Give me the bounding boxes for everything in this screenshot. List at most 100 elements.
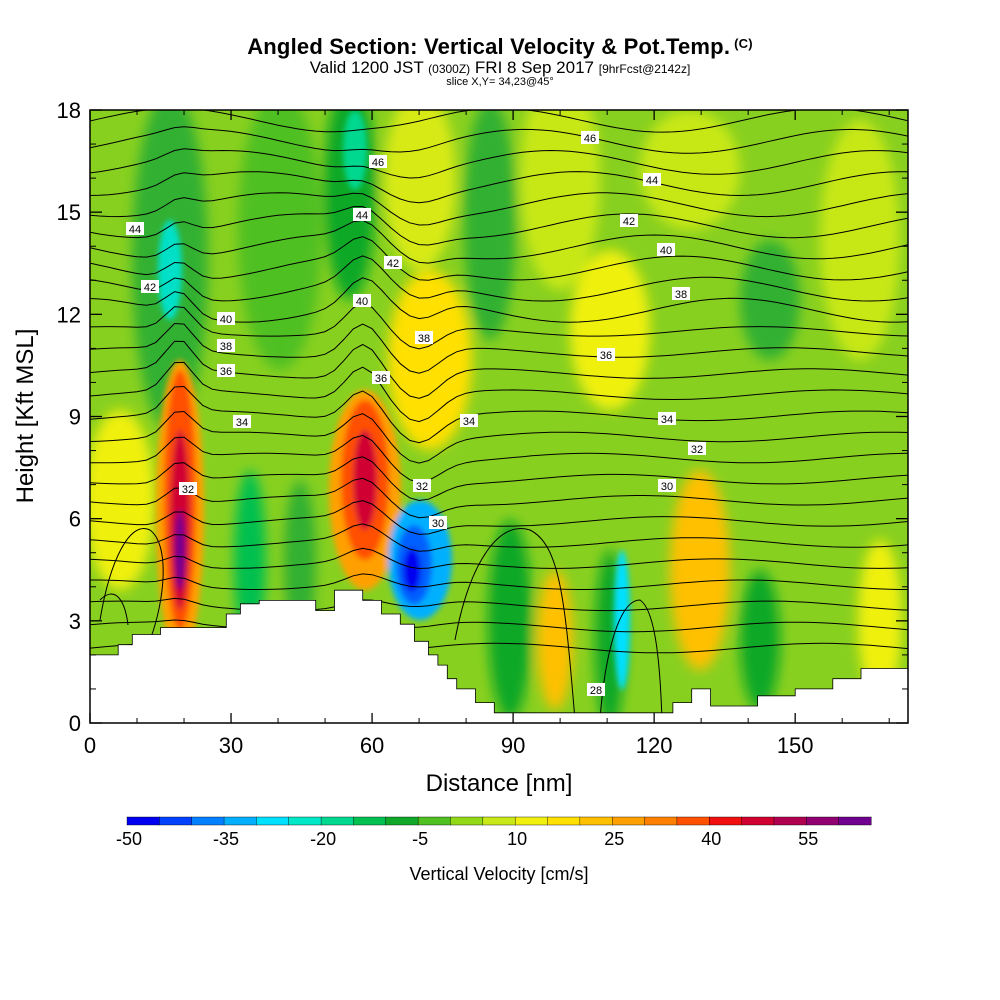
y-tick-label: 15 (57, 200, 81, 225)
contour-label-bg (353, 294, 371, 307)
contour-label-bg (597, 348, 615, 361)
contour-label-bg (658, 479, 676, 492)
theta-contour (90, 148, 908, 179)
contour-label: 34 (658, 412, 676, 426)
contour-label-text: 36 (220, 366, 232, 378)
forecast-run: [9hrFcst@2142z] (598, 62, 691, 76)
contour-label-text: 42 (623, 216, 635, 228)
colorbar-swatch (450, 816, 484, 826)
contour-label-text: 34 (236, 417, 248, 429)
x-tick-label: 60 (360, 733, 384, 758)
contour-label-bg (657, 243, 675, 256)
colorbar-swatch (838, 816, 872, 826)
contour-label: 38 (217, 339, 235, 353)
contour-label-text: 30 (661, 481, 673, 493)
contour-label-text: 34 (463, 416, 475, 428)
contour-label-bg (217, 312, 235, 325)
contour-label: 30 (429, 516, 447, 530)
colorbar: -50 -35 -20 -5 10 25 40 55 (116, 816, 872, 849)
slice-info: slice X,Y= 34,23@45° (446, 76, 554, 88)
colorbar-swatch (385, 816, 419, 826)
colorbar-swatch (256, 816, 290, 826)
theta-contour (90, 573, 908, 590)
contour-label: 40 (353, 294, 371, 308)
colorbar-swatch (709, 816, 743, 826)
colorbar-tick-label: 40 (701, 829, 721, 849)
contour-label-bg (217, 339, 235, 352)
contour-label-bg (429, 516, 447, 529)
chart-title-text: Angled Section: Vertical Velocity & Pot.… (247, 34, 731, 59)
theta-contour (90, 255, 908, 302)
theta-contour (90, 322, 908, 374)
colorbar-tick-label: 25 (604, 829, 624, 849)
contour-label: 32 (413, 479, 431, 493)
colorbar-tick-label: -35 (213, 829, 239, 849)
theta-contour (90, 456, 908, 502)
contour-label: 42 (141, 280, 159, 294)
contour-label-text: 44 (129, 224, 141, 236)
contour-label-bg (141, 280, 159, 293)
contour-label-text: 32 (182, 484, 194, 496)
contour-label: 42 (384, 256, 402, 270)
contour-label-bg (413, 479, 431, 492)
contour-label-text: 32 (416, 481, 428, 493)
contour-label: 36 (597, 348, 615, 362)
contour-label-bg (179, 482, 197, 495)
theta-contour (90, 205, 908, 246)
colorbar-swatch (514, 816, 549, 826)
y-tick-label: 12 (57, 302, 81, 327)
y-tick-label: 3 (69, 609, 81, 634)
contour-label: 46 (581, 131, 599, 145)
theta-contour (90, 361, 908, 423)
colorbar-swatch (579, 816, 613, 826)
y-axis-label: Height [Kft MSL] (12, 329, 39, 504)
contour-label-bg (672, 287, 690, 300)
colorbar-swatch (547, 816, 581, 826)
contour-label: 40 (217, 312, 235, 326)
contour-label-bg (581, 131, 599, 144)
theta-contour (90, 192, 908, 226)
colorbar-swatch (612, 816, 646, 826)
contour-label: 28 (587, 683, 605, 697)
plot-area: 46 44 42 40 38 36 34 32 30 28 46 44 42 40 38 36 34 34 32 30… (90, 110, 908, 723)
colorbar-swatch (353, 816, 387, 826)
chart-title: Angled Section: Vertical Velocity & Pot.… (0, 36, 1000, 58)
theta-contour (99, 593, 129, 626)
contour-label: 44 (126, 222, 144, 236)
contour-label-bg (658, 412, 676, 425)
contour-label: 34 (460, 414, 478, 428)
colorbar-swatch (806, 816, 840, 826)
theta-contour (454, 528, 576, 721)
colorbar-swatch (320, 816, 354, 826)
velocity-field-cores (156, 110, 630, 690)
contour-label-text: 28 (590, 685, 602, 697)
contour-label-text: 38 (418, 333, 430, 345)
colorbar-tick-label: -20 (310, 829, 336, 849)
contour-label: 44 (353, 208, 371, 222)
contour-label-text: 40 (660, 245, 672, 257)
contour-label: 40 (657, 243, 675, 257)
colorbar-label: Vertical Velocity [cm/s] (409, 864, 588, 884)
contour-label-bg (587, 683, 605, 696)
contour-label: 30 (658, 479, 676, 493)
contour-label-text: 44 (356, 210, 368, 222)
theta-contour (90, 547, 908, 570)
contour-label-text: 46 (584, 133, 596, 145)
contour-label-bg (217, 364, 235, 377)
contour-label-bg (688, 442, 706, 455)
colorbar-swatch (417, 816, 451, 826)
contour-label-text: 34 (661, 414, 673, 426)
x-tick-label: 120 (636, 733, 673, 758)
x-tick-label: 90 (501, 733, 525, 758)
colorbar-swatch (126, 816, 160, 826)
contour-label-bg (369, 155, 387, 168)
contour-label-text: 42 (387, 258, 399, 270)
valid-date: FRI 8 Sep 2017 (474, 58, 594, 77)
contour-label-text: 38 (675, 289, 687, 301)
theta-contour (90, 597, 908, 612)
contour-label: 46 (369, 155, 387, 169)
x-tick-label: 150 (777, 733, 814, 758)
